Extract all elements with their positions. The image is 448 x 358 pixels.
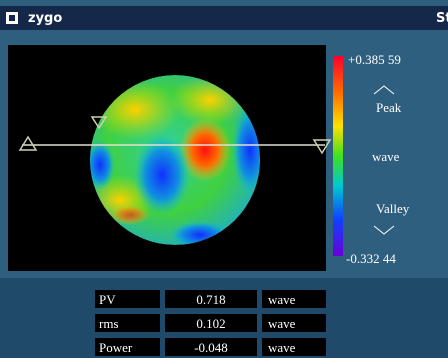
page: {"header": {"logo": "zygo", "corner": "S… — [0, 0, 448, 358]
close-glyph — [9, 15, 15, 21]
metric-value: 0.718 — [196, 292, 225, 307]
zygo-window: zygo St +0.385 59 Peak wave Valley -0.33… — [0, 0, 448, 358]
metric-unit: wave — [268, 340, 296, 355]
metric-value: -0.048 — [194, 340, 228, 355]
logo: zygo — [28, 11, 62, 26]
metric-unit: wave — [268, 292, 296, 307]
metric-name: rms — [99, 316, 119, 331]
title-bar — [0, 6, 448, 30]
corner-text: St — [436, 11, 448, 26]
colorbar-max: +0.385 59 — [348, 52, 401, 67]
metric-name: Power — [99, 340, 133, 355]
results-table: PV 0.718 wave rms 0.102 wave Power -0.048 wave — [95, 290, 326, 356]
metric-name: PV — [99, 292, 116, 307]
peak-label: Peak — [376, 100, 402, 115]
colorbar-min: -0.332 44 — [346, 251, 396, 266]
unit-label: wave — [372, 149, 400, 164]
metric-unit: wave — [268, 316, 296, 331]
color-bar — [333, 56, 343, 256]
metric-value: 0.102 — [196, 316, 225, 331]
valley-label: Valley — [376, 201, 410, 216]
